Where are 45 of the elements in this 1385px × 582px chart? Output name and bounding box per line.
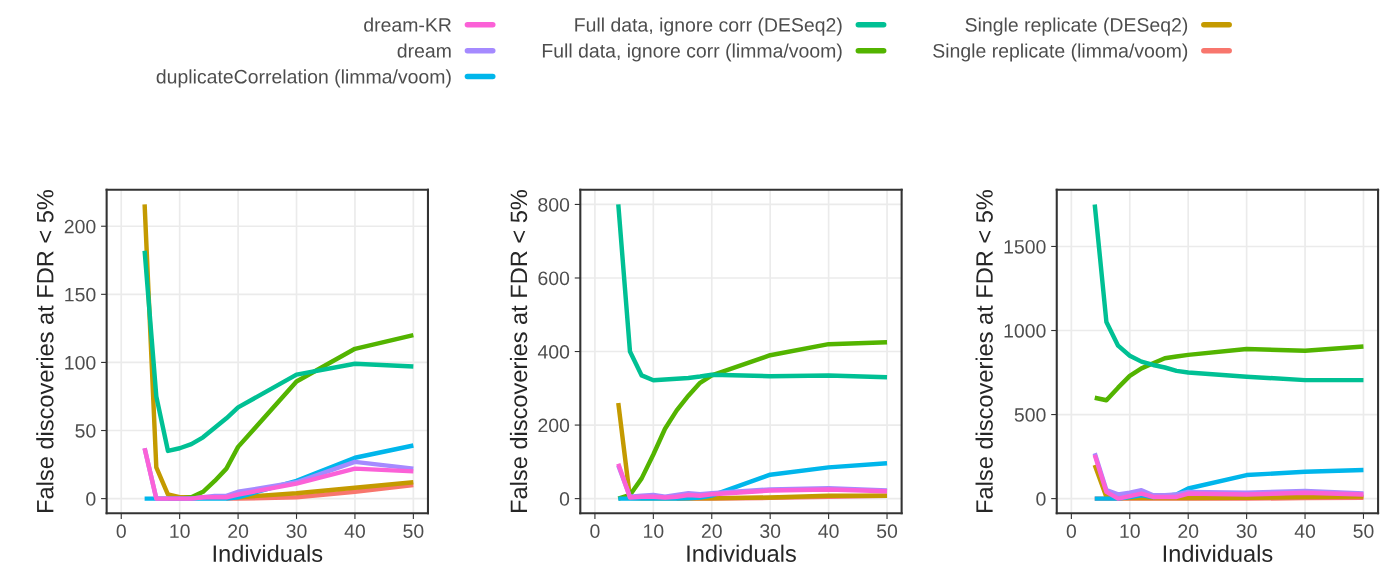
x-tick-label: 30: [760, 524, 781, 539]
y-tick-label: 0: [86, 492, 96, 506]
x-tick-label: 0: [116, 524, 126, 539]
y-tick-label: 100: [65, 355, 96, 370]
legend-label: Single replicate (DESeq2): [965, 17, 1188, 36]
x-tick-label: 30: [286, 524, 307, 539]
y-tick-label: 50: [75, 423, 96, 438]
y-tick-label: 400: [537, 345, 570, 359]
x-axis-title: Individuals: [1163, 544, 1273, 562]
y-axis-title: False discoveries at FDR < 5%: [975, 189, 993, 512]
x-axis-title: Individuals: [687, 544, 796, 562]
x-tick-label: 50: [403, 524, 424, 539]
legend-label: Full data, ignore corr (DESeq2): [575, 17, 842, 36]
x-tick-label: 10: [170, 524, 190, 539]
x-tick-label: 10: [1120, 524, 1140, 539]
y-tick-label: 150: [65, 287, 96, 302]
y-tick-label: 0: [1036, 492, 1046, 506]
x-tick-label: 0: [1066, 524, 1077, 539]
x-tick-label: 10: [644, 524, 664, 539]
legend-label: dream-KR: [364, 17, 452, 32]
y-axis-title: False discoveries at FDR < 5%: [36, 189, 54, 512]
x-tick-label: 40: [344, 524, 365, 539]
legend-label: Single replicate (limma/voom): [933, 43, 1188, 62]
y-tick-label: 500: [1014, 408, 1046, 422]
legend-label: dream: [397, 43, 451, 58]
x-tick-label: 20: [701, 524, 722, 539]
x-tick-label: 40: [818, 524, 839, 539]
y-tick-label: 200: [538, 418, 570, 433]
x-tick-label: 50: [876, 524, 898, 539]
legend-label: Full data, ignore corr (limma/voom): [542, 43, 842, 62]
x-tick-label: 50: [1353, 524, 1374, 539]
y-tick-label: 200: [64, 219, 96, 234]
y-tick-label: 0: [559, 492, 570, 506]
x-tick-label: 20: [228, 524, 249, 539]
y-tick-label: 800: [538, 197, 570, 212]
y-tick-label: 1500: [1004, 239, 1046, 254]
y-tick-label: 1000: [1004, 323, 1046, 338]
y-axis-title: False discoveries at FDR < 5%: [509, 189, 528, 512]
x-tick-label: 20: [1178, 524, 1199, 539]
y-tick-label: 600: [538, 271, 570, 286]
x-axis-title: Individuals: [213, 544, 323, 562]
x-tick-label: 40: [1294, 524, 1316, 539]
x-tick-label: 0: [590, 524, 600, 539]
legend-label: duplicateCorrelation (limma/voom): [156, 69, 451, 88]
x-tick-label: 30: [1236, 524, 1257, 539]
